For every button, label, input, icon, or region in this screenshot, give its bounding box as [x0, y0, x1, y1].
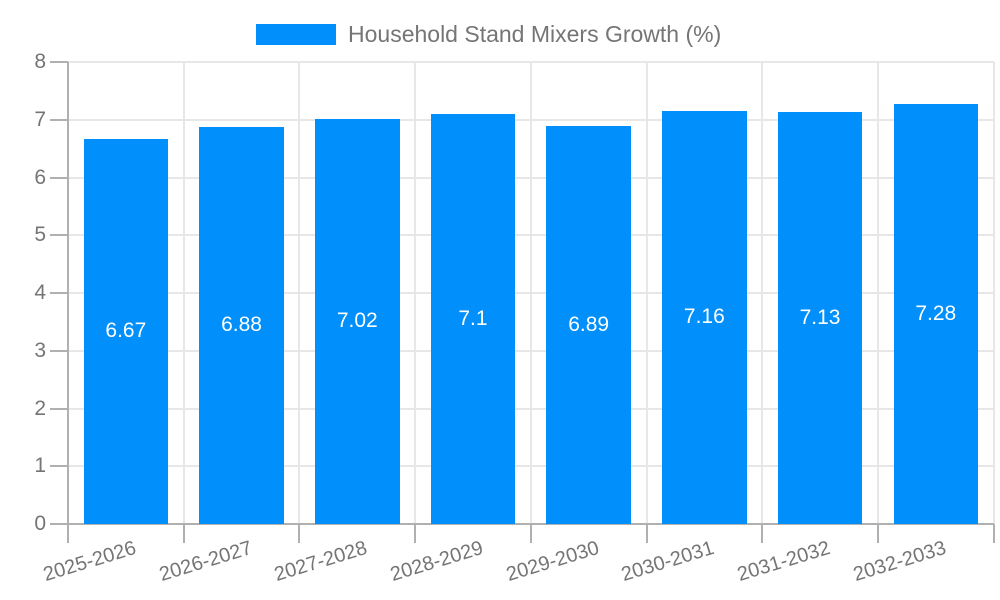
bar-2026-2027 — [199, 126, 284, 524]
y-axis-tick-label: 2 — [34, 396, 46, 420]
x-axis-tick — [67, 524, 69, 543]
y-axis-line — [67, 62, 69, 524]
bar-value-label: 7.28 — [915, 301, 957, 325]
x-axis-tick — [529, 524, 532, 543]
y-axis-tick-label: 1 — [34, 454, 46, 478]
bar-2031-2032 — [777, 112, 863, 524]
y-axis-tick-label: 6 — [34, 165, 46, 189]
x-axis-tick — [645, 524, 648, 543]
x-axis-tick — [182, 524, 185, 543]
x-axis-tick — [298, 524, 301, 543]
bar-value-label: 7.02 — [336, 309, 378, 333]
v-gridline — [414, 62, 417, 524]
y-axis-tick — [50, 349, 68, 352]
x-axis-tick — [414, 524, 417, 543]
bar-value-label: 7.1 — [458, 306, 488, 330]
bar-value-label: 6.88 — [221, 313, 262, 337]
v-gridline — [182, 62, 185, 524]
bar-2025-2026 — [83, 138, 169, 524]
x-axis-tick — [876, 524, 879, 543]
y-axis-tick — [50, 465, 68, 468]
v-gridline — [761, 62, 764, 524]
y-axis-tick — [50, 176, 68, 179]
v-gridline — [298, 62, 301, 524]
bar-value-label: 6.89 — [568, 313, 610, 337]
bar-value-label: 7.16 — [683, 305, 725, 329]
bar-value-label: 7.13 — [799, 306, 841, 330]
bar-2032-2033 — [893, 103, 978, 524]
v-gridline — [645, 62, 648, 524]
x-axis-tick — [992, 524, 995, 543]
y-axis-tick — [50, 118, 68, 121]
x-axis-tick — [761, 524, 764, 543]
y-axis-tick — [50, 523, 68, 525]
y-axis-tick-label: 3 — [34, 338, 46, 362]
legend-item[interactable]: Household Stand Mixers Growth (%) — [256, 18, 721, 50]
v-gridline — [992, 62, 995, 524]
y-axis-tick-label: 4 — [34, 281, 46, 304]
bar-2028-2029 — [430, 113, 516, 524]
y-axis-tick — [50, 292, 68, 294]
y-axis-tick-label: 0 — [34, 512, 46, 535]
v-gridline — [876, 62, 879, 524]
y-axis-tick-label: 5 — [34, 223, 46, 247]
bar-2030-2031 — [662, 110, 747, 524]
bar-2027-2028 — [315, 118, 400, 524]
y-axis-tick — [50, 407, 68, 410]
x-axis-line — [68, 523, 994, 525]
y-axis-tick — [50, 61, 68, 63]
legend-label: Household Stand Mixers Growth (%) — [348, 21, 722, 47]
legend-swatch — [256, 23, 336, 45]
y-axis-tick-label: 8 — [34, 50, 46, 73]
y-axis-tick — [50, 234, 68, 237]
v-gridline — [529, 62, 532, 524]
bar-2029-2030 — [546, 126, 631, 524]
y-axis-tick-label: 7 — [34, 107, 46, 131]
bar-value-label: 6.67 — [105, 319, 147, 343]
